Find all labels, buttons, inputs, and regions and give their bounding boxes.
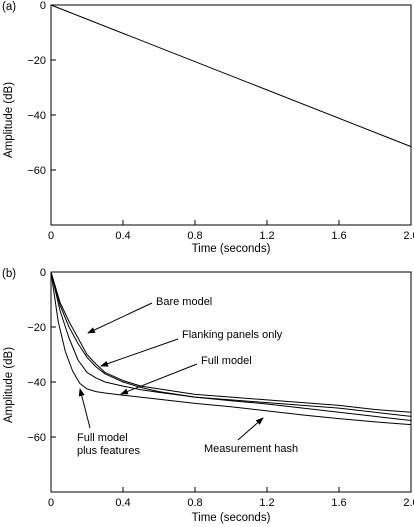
annotation-flanking-panels-arrow bbox=[100, 338, 179, 367]
panel-a-y-tick-label: −60 bbox=[27, 165, 46, 177]
panel-b-label: (b) bbox=[2, 268, 16, 280]
panel-b-series-line-2 bbox=[50, 271, 412, 417]
panel-b: (b) 0 0.4 0.8 1.2 1.6 2.0 0 −20 −40 −60 Time (sec… bbox=[2, 267, 414, 524]
panel-a-x-tick-label: 1.6 bbox=[331, 230, 346, 242]
panel-b-x-tick-label: 0.8 bbox=[187, 497, 202, 509]
panel-a-frame bbox=[50, 4, 412, 226]
panel-a-y-tick-label: −20 bbox=[27, 55, 46, 67]
annotation-bare-model-arrow bbox=[87, 302, 153, 334]
annotation-measurement-hash: Measurement hash bbox=[204, 417, 298, 455]
panel-b-y-axis-label: Amplitude (dB) bbox=[3, 347, 15, 423]
panel-b-series-line-3 bbox=[50, 271, 412, 421]
panel-b-x-tick-label: 1.2 bbox=[259, 497, 274, 509]
annotation-full-model-plus-features-arrow bbox=[78, 388, 91, 429]
panel-b-y-tick-label: 0 bbox=[40, 267, 46, 279]
annotation-full-model-text: Full model bbox=[201, 355, 252, 367]
panel-b-x-axis-label: Time (seconds) bbox=[192, 512, 271, 524]
panel-b-series-line-4 bbox=[50, 271, 412, 426]
annotation-flanking-panels: Flanking panels only bbox=[100, 329, 283, 367]
panel-a-x-tick-label: 0.4 bbox=[115, 230, 130, 242]
panel-b-x-tick-label: 2.0 bbox=[403, 497, 414, 509]
annotation-measurement-hash-arrow bbox=[237, 417, 264, 441]
annotation-full-model-plus-features-text: Full model plus features bbox=[77, 432, 140, 457]
panel-a-y-tick-label: 0 bbox=[40, 0, 46, 12]
panel-b-x-tick-label: 0.4 bbox=[115, 497, 130, 509]
panel-a-ticks: 0 0.4 0.8 1.2 1.6 2.0 0 −20 −40 −60 bbox=[27, 0, 414, 242]
panel-b-x-tick-label: 1.6 bbox=[331, 497, 346, 509]
panel-a-x-tick-label: 1.2 bbox=[259, 230, 274, 242]
annotation-flanking-panels-text: Flanking panels only bbox=[182, 329, 283, 341]
annotation-full-model-arrow bbox=[120, 363, 198, 395]
panel-a-label: (a) bbox=[2, 1, 16, 13]
panel-a-x-tick-label: 0 bbox=[48, 230, 54, 242]
panel-a-x-axis-label: Time (seconds) bbox=[192, 243, 271, 255]
panel-a-x-tick-label: 0.8 bbox=[187, 230, 202, 242]
panel-b-series-line-1 bbox=[50, 271, 412, 413]
annotation-bare-model-text: Bare model bbox=[156, 296, 212, 308]
panel-a-y-axis-label: Amplitude (dB) bbox=[3, 82, 15, 158]
panel-a-series-line-1 bbox=[50, 4, 412, 148]
panel-b-y-tick-label: −60 bbox=[27, 432, 46, 444]
annotation-measurement-hash-text: Measurement hash bbox=[204, 443, 298, 455]
panel-b-series bbox=[50, 271, 412, 426]
panel-b-y-tick-label: −40 bbox=[27, 377, 46, 389]
annotation-bare-model: Bare model bbox=[87, 296, 212, 334]
panel-a-y-tick-label: −40 bbox=[27, 110, 46, 122]
panel-a-x-tick-label: 2.0 bbox=[403, 230, 414, 242]
panel-b-x-tick-label: 0 bbox=[48, 497, 54, 509]
panel-b-y-tick-label: −20 bbox=[27, 322, 46, 334]
panel-a-series bbox=[50, 4, 412, 148]
annotation-full-model: Full model bbox=[120, 355, 252, 395]
panel-b-ticks: 0 0.4 0.8 1.2 1.6 2.0 0 −20 −40 −60 bbox=[27, 267, 414, 509]
annotation-full-model-plus-features: Full model plus features bbox=[77, 388, 140, 457]
panel-a: (a) 0 0.4 0.8 1.2 1.6 2.0 0 −20 −40 −60 Time (sec… bbox=[2, 0, 414, 255]
